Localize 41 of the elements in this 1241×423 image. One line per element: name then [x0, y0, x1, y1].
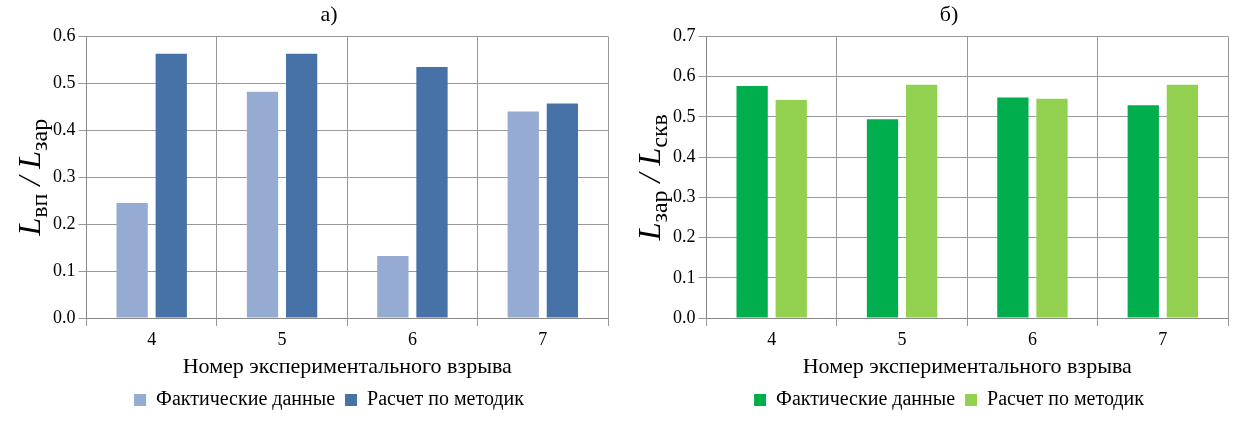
- x-axis-title: Номер экспериментального взрыва: [182, 352, 513, 378]
- bar: [377, 256, 409, 318]
- y-tick-label: 0.4: [53, 119, 76, 139]
- bar: [116, 203, 148, 318]
- bar: [507, 111, 539, 318]
- x-axis-title: Номер экспериментального взрыва: [802, 352, 1133, 378]
- x-tick-label: 6: [1027, 328, 1037, 349]
- legend-label: Фактические данные: [776, 387, 956, 411]
- x-tick-label: 7: [1158, 328, 1168, 349]
- y-tick-label: 0.1: [53, 259, 76, 280]
- bar: [416, 66, 448, 318]
- y-tick-label: 0.2: [53, 212, 76, 233]
- y-axis-title: Lзар / Lскв: [631, 114, 672, 242]
- x-tick-label: 5: [897, 328, 907, 349]
- y-tick-label: 0.3: [53, 165, 76, 186]
- legend-label: Фактические данные: [156, 387, 336, 411]
- y-tick-label: 0.4: [673, 145, 696, 166]
- y-tick-label: 0.6: [53, 25, 76, 46]
- bar: [246, 91, 279, 318]
- chart-title: б): [939, 0, 959, 26]
- bar: [285, 53, 318, 318]
- y-tick-label: 0.5: [673, 105, 696, 126]
- y-tick-label: 0.7: [673, 25, 696, 46]
- x-tick-label: 5: [277, 328, 287, 349]
- y-tick-label: 0.2: [673, 226, 696, 247]
- y-tick-label: 0.0: [673, 306, 696, 327]
- y-tick-label: 0.0: [53, 306, 76, 327]
- x-tick-label: 7: [538, 328, 548, 349]
- x-tick-label: 4: [767, 328, 777, 349]
- bar: [155, 53, 187, 318]
- x-tick-label: 6: [407, 328, 417, 349]
- legend-label: Расчет по методик: [367, 387, 525, 411]
- legend-label: Расчет по методик: [987, 387, 1145, 411]
- y-tick-label: 0.3: [673, 186, 696, 207]
- y-tick-label: 0.1: [673, 266, 696, 287]
- bar: [546, 103, 579, 318]
- y-tick-label: 0.6: [673, 65, 696, 86]
- x-tick-label: 4: [147, 328, 157, 349]
- y-axis-title: Lвп / Lзар: [11, 118, 52, 237]
- y-tick-label: 0.5: [53, 72, 76, 93]
- chart-title: а): [320, 0, 338, 26]
